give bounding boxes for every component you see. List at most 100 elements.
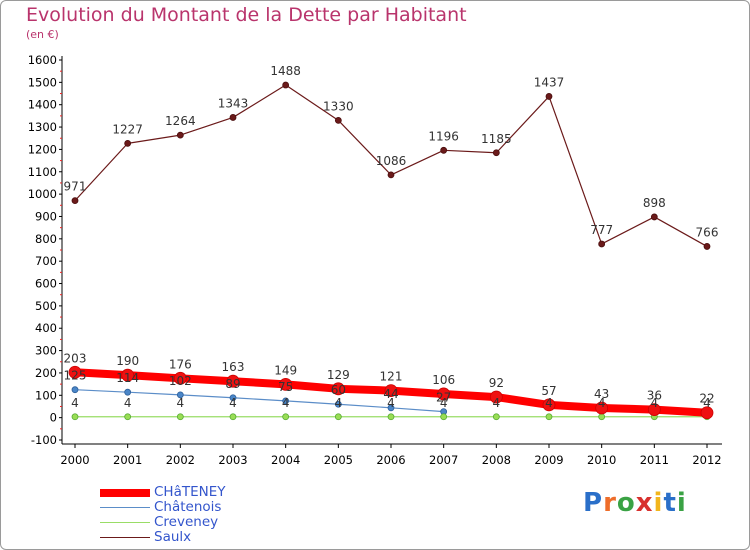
data-label: 4 [703,396,711,410]
y-tick-label: 200 [35,366,57,380]
data-point [121,368,135,382]
data-label: 44 [383,387,398,401]
data-point [387,171,395,179]
y-tick-label: -100 [31,433,57,447]
legend-item: Creveney [100,515,226,530]
data-label: 4 [440,396,448,410]
proxiti-logo: Proxiti [583,488,687,518]
x-tick-label: 2008 [482,453,511,467]
data-label: 4 [124,396,132,410]
x-tick-label: 2003 [218,453,247,467]
data-point [384,384,398,398]
data-label: 57 [541,384,556,398]
legend-swatch [100,488,150,497]
data-label: 4 [229,396,237,410]
series-line-1 [74,389,445,413]
data-point [647,403,661,417]
logo-letter: t [663,488,677,518]
data-point [71,197,79,205]
logo-letter: r [603,488,617,518]
data-point [176,131,184,139]
data-label: 43 [594,387,609,401]
data-label: 22 [699,392,714,406]
data-point [489,390,503,404]
legend-item: Châtenois [100,500,226,515]
x-tick-label: 2010 [587,453,616,467]
data-label: 1437 [534,75,565,89]
data-label: 163 [222,360,245,374]
data-label: 106 [432,373,455,387]
data-label: 149 [274,363,297,377]
logo-letter: i [653,488,664,518]
y-tick-label: 0 [50,411,57,425]
data-label: 1488 [270,64,301,78]
data-point [71,413,79,421]
data-label: 4 [493,396,501,410]
x-tick-label: 2012 [692,453,721,467]
data-label: 1196 [428,129,459,143]
data-label: 1330 [323,99,354,113]
data-point [71,386,79,394]
data-point [173,371,187,385]
data-label: 4 [71,396,79,410]
data-point [176,413,184,421]
data-label: 4 [282,396,290,410]
y-tick-label: 600 [35,277,57,291]
data-label: 4 [651,396,659,410]
data-label: 129 [327,368,350,382]
data-label: 4 [387,396,395,410]
logo-letter: o [616,488,636,518]
logo-letter: i [676,488,687,518]
data-point [387,404,395,412]
data-label: 4 [545,396,553,410]
data-point [282,81,290,89]
data-label: 4 [177,396,185,410]
logo-letter: P [583,488,604,518]
legend-label: Creveney [154,514,219,530]
chart-title: Evolution du Montant de la Dette par Hab… [26,4,467,26]
data-point [334,116,342,124]
data-point [229,394,237,402]
data-label: 1086 [376,154,407,168]
data-point [334,400,342,408]
x-tick-label: 2001 [113,453,142,467]
legend-swatch [100,521,150,524]
y-tick-label: 500 [35,299,57,313]
data-label: 1343 [218,96,249,110]
data-point [545,93,553,100]
data-point [282,397,290,405]
data-label: 1227 [112,122,143,136]
data-label: 89 [225,377,240,391]
data-point [595,401,609,415]
data-label: 121 [380,370,403,384]
data-label: 114 [116,371,139,385]
legend-item: CHâTENEY [100,485,226,500]
axes: -100 0 100 200 300 400 500 600 700 800 900 1000 1100… [28,53,722,467]
data-point [440,146,448,154]
y-tick-label: 900 [35,209,57,223]
data-point [229,114,237,121]
data-point [331,382,345,396]
data-label: 92 [489,376,504,390]
data-point [226,374,240,388]
data-point [68,365,82,379]
logo-letter: x [635,488,654,518]
data-label: 971 [64,180,87,194]
legend-label: Châtenois [154,499,222,515]
data-point [229,413,237,421]
data-point [703,243,711,250]
y-tick-label: 800 [35,232,57,246]
x-tick-label: 2011 [640,453,669,467]
y-tick-label: 1200 [28,142,57,156]
x-tick-label: 2000 [60,453,89,467]
y-tick-label: 1600 [28,53,57,67]
data-label: 75 [278,380,293,394]
y-tick-label: 1000 [28,187,57,201]
legend-swatch [100,536,150,539]
data-point [124,139,132,147]
data-point [492,413,500,421]
data-label: 176 [169,357,192,371]
data-label: 102 [169,374,192,388]
